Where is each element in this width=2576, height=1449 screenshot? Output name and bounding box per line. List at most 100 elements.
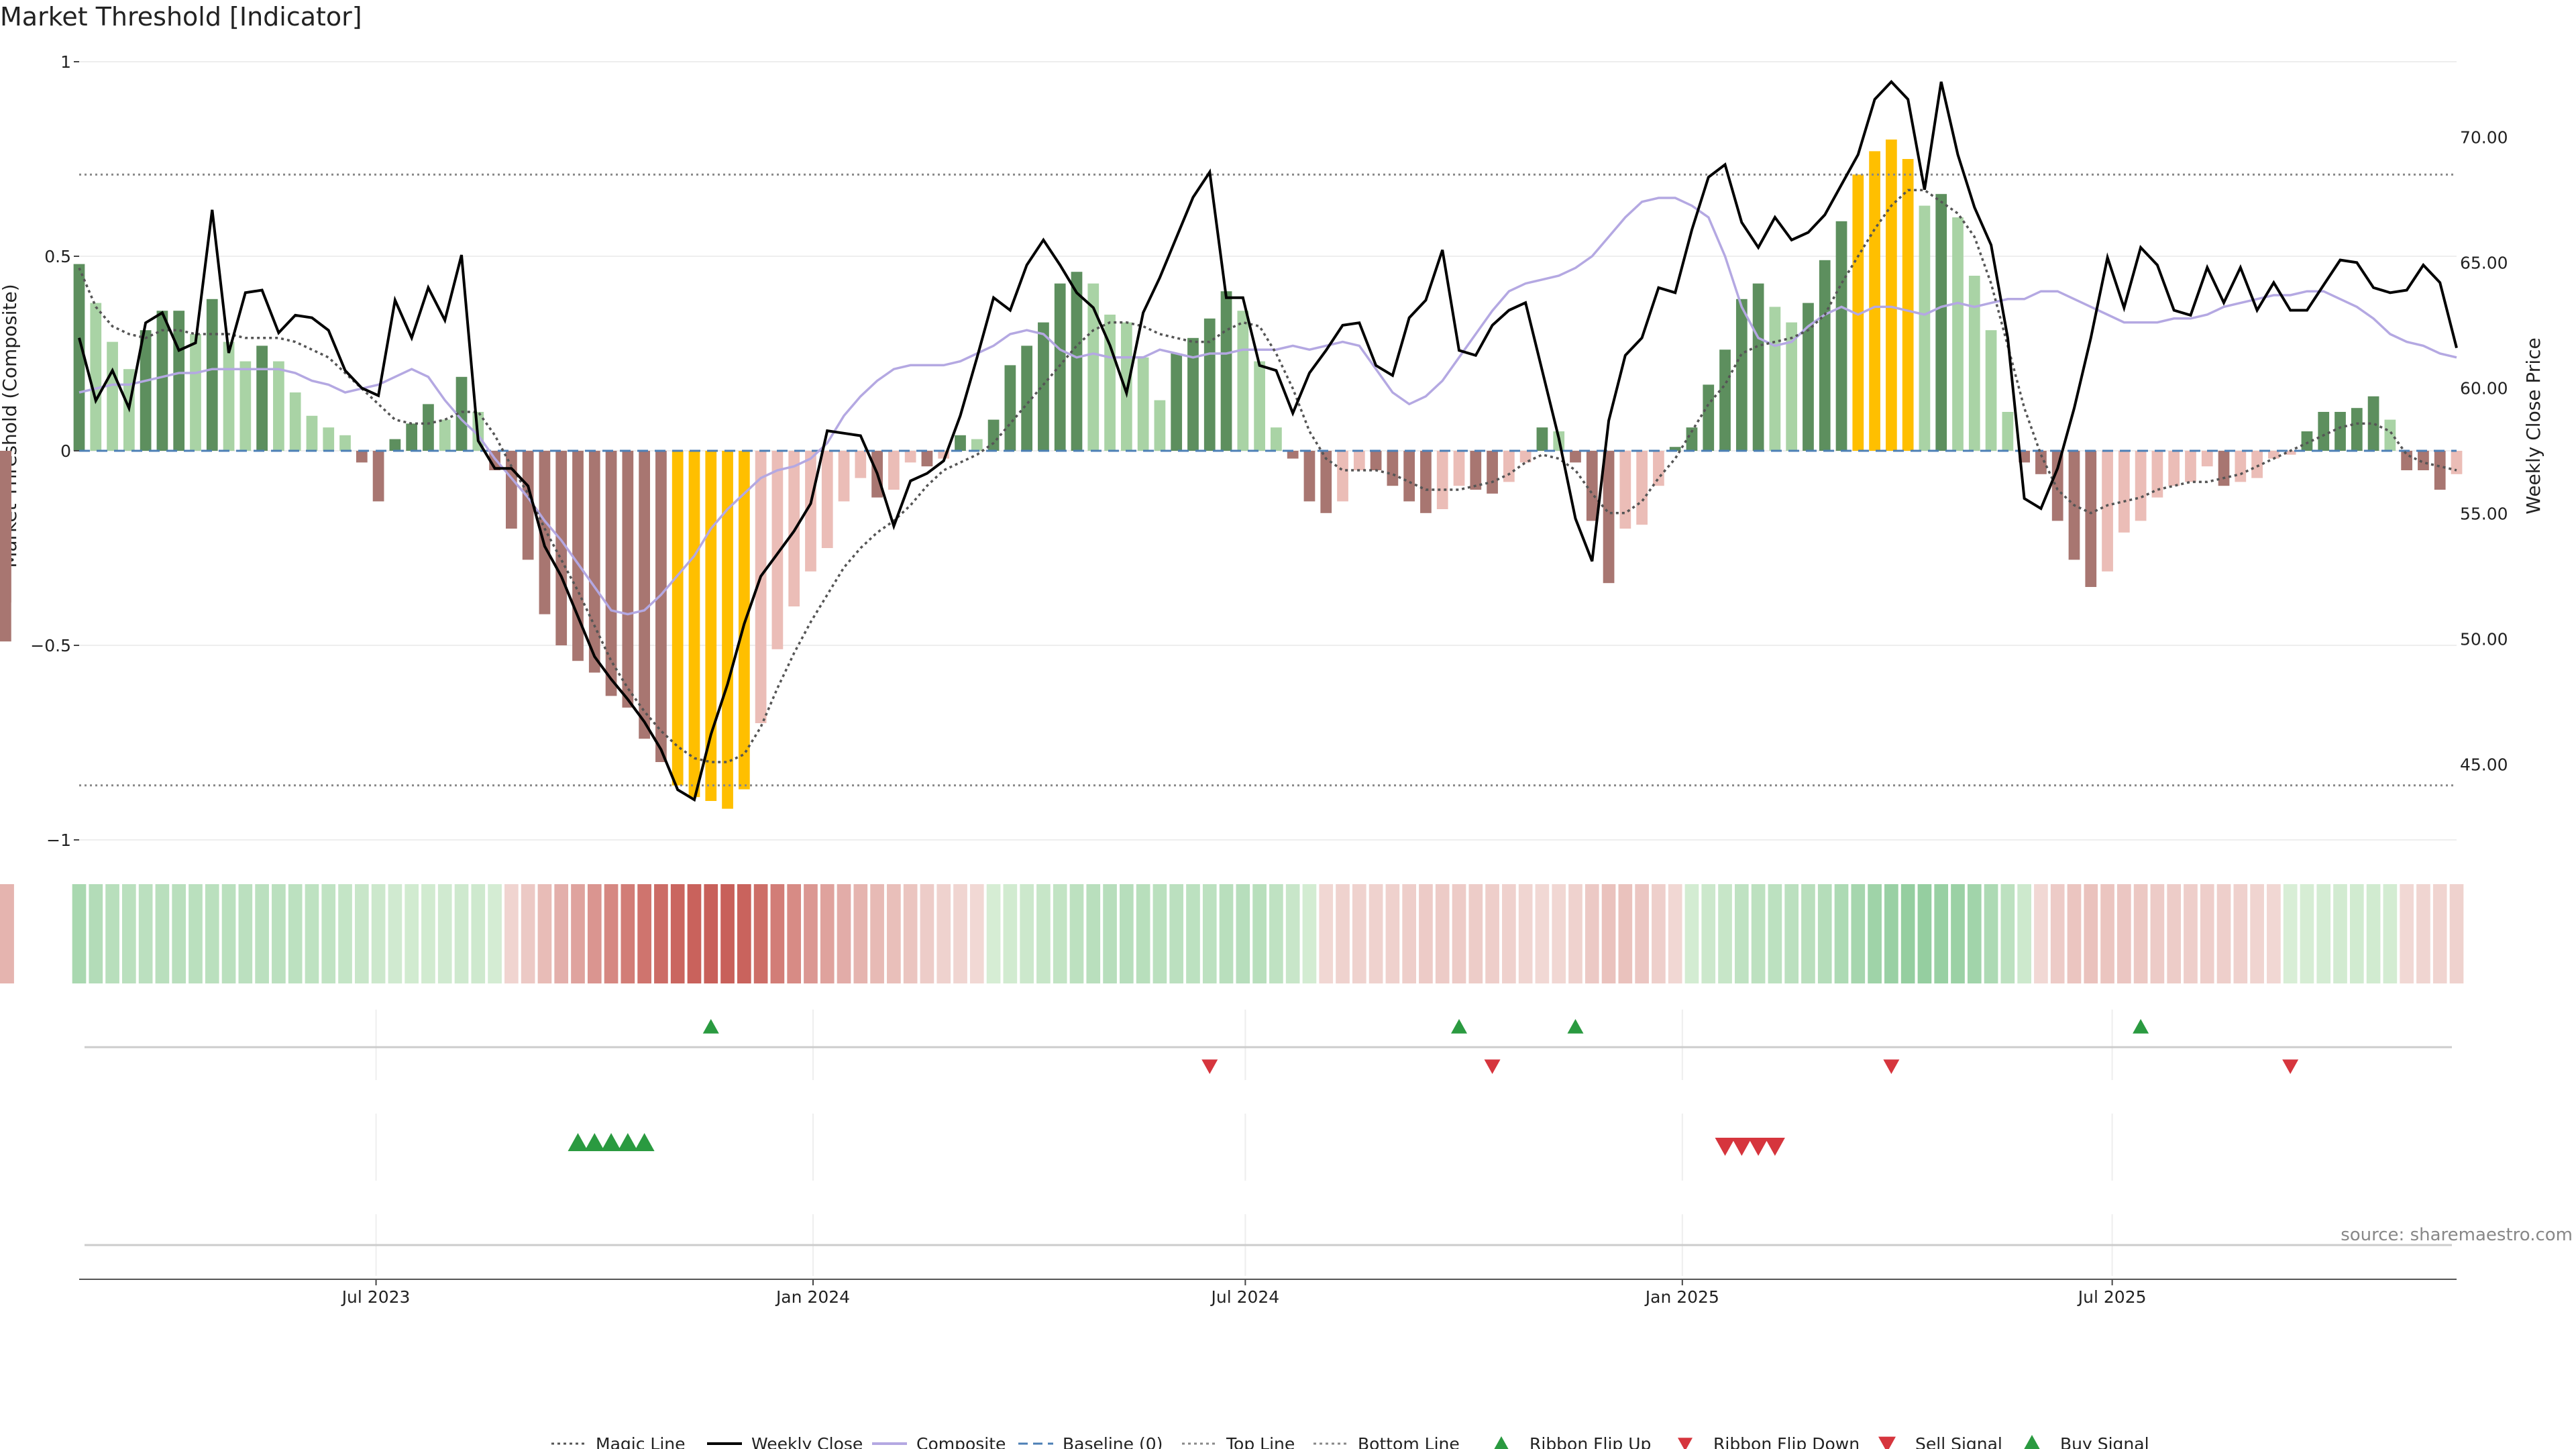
ribbon-cell <box>1336 884 1350 983</box>
composite-bar <box>688 451 700 798</box>
ribbon-cell <box>554 884 569 983</box>
x-tick-label: Jan 2025 <box>1644 1287 1719 1307</box>
ribbon-cell <box>2316 884 2331 983</box>
composite-bar <box>1370 451 1382 470</box>
composite-bar <box>256 345 268 451</box>
composite-bar <box>1952 217 1964 451</box>
ribbon-cell <box>2400 884 2414 983</box>
composite-bar <box>1968 276 1980 451</box>
composite-bar <box>705 451 717 801</box>
composite-bar <box>1237 311 1249 451</box>
composite-bar <box>2235 451 2247 482</box>
composite-bar <box>2334 412 2346 451</box>
composite-bar <box>855 451 867 478</box>
legend-item: Buy Signal <box>2024 1434 2149 1449</box>
ribbon-flip-down-marker <box>1484 1059 1501 1074</box>
ribbon-cell <box>1552 884 1566 983</box>
composite-bar <box>1353 451 1365 470</box>
ribbon-cell <box>2216 884 2231 983</box>
ribbon-cell <box>1851 884 1866 983</box>
ribbon-cell <box>1984 884 1998 983</box>
ribbon-cell <box>986 884 1001 983</box>
ribbon-cell <box>1817 884 1832 983</box>
ribbon-cell <box>2100 884 2114 983</box>
composite-bar <box>505 451 517 529</box>
composite-bar <box>90 303 102 451</box>
y-tick-label: −0.5 <box>30 636 71 655</box>
y2-tick-label: 70.00 <box>2460 127 2508 147</box>
ribbon-cell <box>1136 884 1150 983</box>
legend-item: Baseline (0) <box>1018 1434 1163 1449</box>
composite-bar <box>2051 451 2063 521</box>
ribbon-cell <box>471 884 486 983</box>
ribbon-cell <box>1635 884 1649 983</box>
buy-signal-marker <box>584 1133 605 1151</box>
composite-bar <box>389 439 401 451</box>
ribbon-cell <box>1468 884 1483 983</box>
composite-bar <box>622 451 634 708</box>
composite-bar <box>1719 350 1731 451</box>
ribbon-cell <box>571 884 585 983</box>
composite-bar <box>938 451 950 459</box>
ribbon-cell <box>2017 884 2031 983</box>
ribbon-cell <box>654 884 668 983</box>
composite-bar <box>156 311 168 451</box>
composite-bar <box>1387 451 1399 486</box>
ribbon-cell <box>1020 884 1034 983</box>
composite-bar <box>1038 322 1049 451</box>
y2-tick-label: 50.00 <box>2460 630 2508 649</box>
composite-bar <box>1187 337 1199 451</box>
ribbon-cell <box>272 884 286 983</box>
line-series <box>78 79 2458 802</box>
ribbon-cell <box>1186 884 1200 983</box>
ribbon-cell <box>1069 884 1084 983</box>
ribbon-cell <box>903 884 918 983</box>
ribbon-cell <box>1784 884 1799 983</box>
composite-bar <box>2168 451 2180 486</box>
composite-bar <box>1735 299 1748 451</box>
ribbon-cell <box>255 884 269 983</box>
legend-label: Top Line <box>1226 1434 1295 1449</box>
grid-layer <box>79 61 2457 1276</box>
ribbon-cell <box>1269 884 1283 983</box>
sell-signal-marker <box>1715 1138 1735 1156</box>
ribbon-cell <box>687 884 702 983</box>
ribbon-flip-up-marker <box>1567 1019 1584 1034</box>
composite-bar <box>239 361 252 451</box>
composite-bar <box>1487 451 1498 494</box>
composite-bar <box>2135 451 2147 521</box>
composite-bar <box>755 451 767 723</box>
composite-bar <box>206 299 218 451</box>
composite-bar <box>2401 451 2413 470</box>
composite-bar <box>223 341 235 451</box>
ribbon-cell <box>1120 884 1134 983</box>
composite-bar <box>2284 451 2296 455</box>
ribbon-cell <box>1368 884 1383 983</box>
composite-bar <box>190 334 201 451</box>
composite-bar <box>1935 194 1947 451</box>
ribbon-cell <box>1834 884 1849 983</box>
composite-line <box>78 197 2457 616</box>
ribbon-cell <box>1219 884 1234 983</box>
composite-bar <box>107 341 118 451</box>
ribbon-cell <box>1252 884 1267 983</box>
ribbon-cell <box>2050 884 2065 983</box>
composite-bar <box>2185 451 2196 482</box>
composite-bar <box>1137 357 1149 451</box>
ribbon-cell <box>2167 884 2182 983</box>
composite-bar <box>2218 451 2230 486</box>
composite-bar <box>1470 451 1482 490</box>
composite-bar <box>1669 447 1681 451</box>
ribbon-cell <box>221 884 236 983</box>
ribbon-cell <box>1884 884 1898 983</box>
legend-item: Sell Signal <box>1878 1434 2002 1449</box>
ribbon-cell <box>1236 884 1250 983</box>
composite-bar <box>1320 451 1332 513</box>
legend-item: Top Line <box>1182 1434 1295 1449</box>
buy-signal-marker <box>617 1133 638 1151</box>
ribbon-cell <box>1585 884 1599 983</box>
composite-bar <box>1287 451 1299 459</box>
ribbon-cell <box>105 884 119 983</box>
ribbon-cell <box>1452 884 1466 983</box>
ribbon-cell <box>2034 884 2048 983</box>
